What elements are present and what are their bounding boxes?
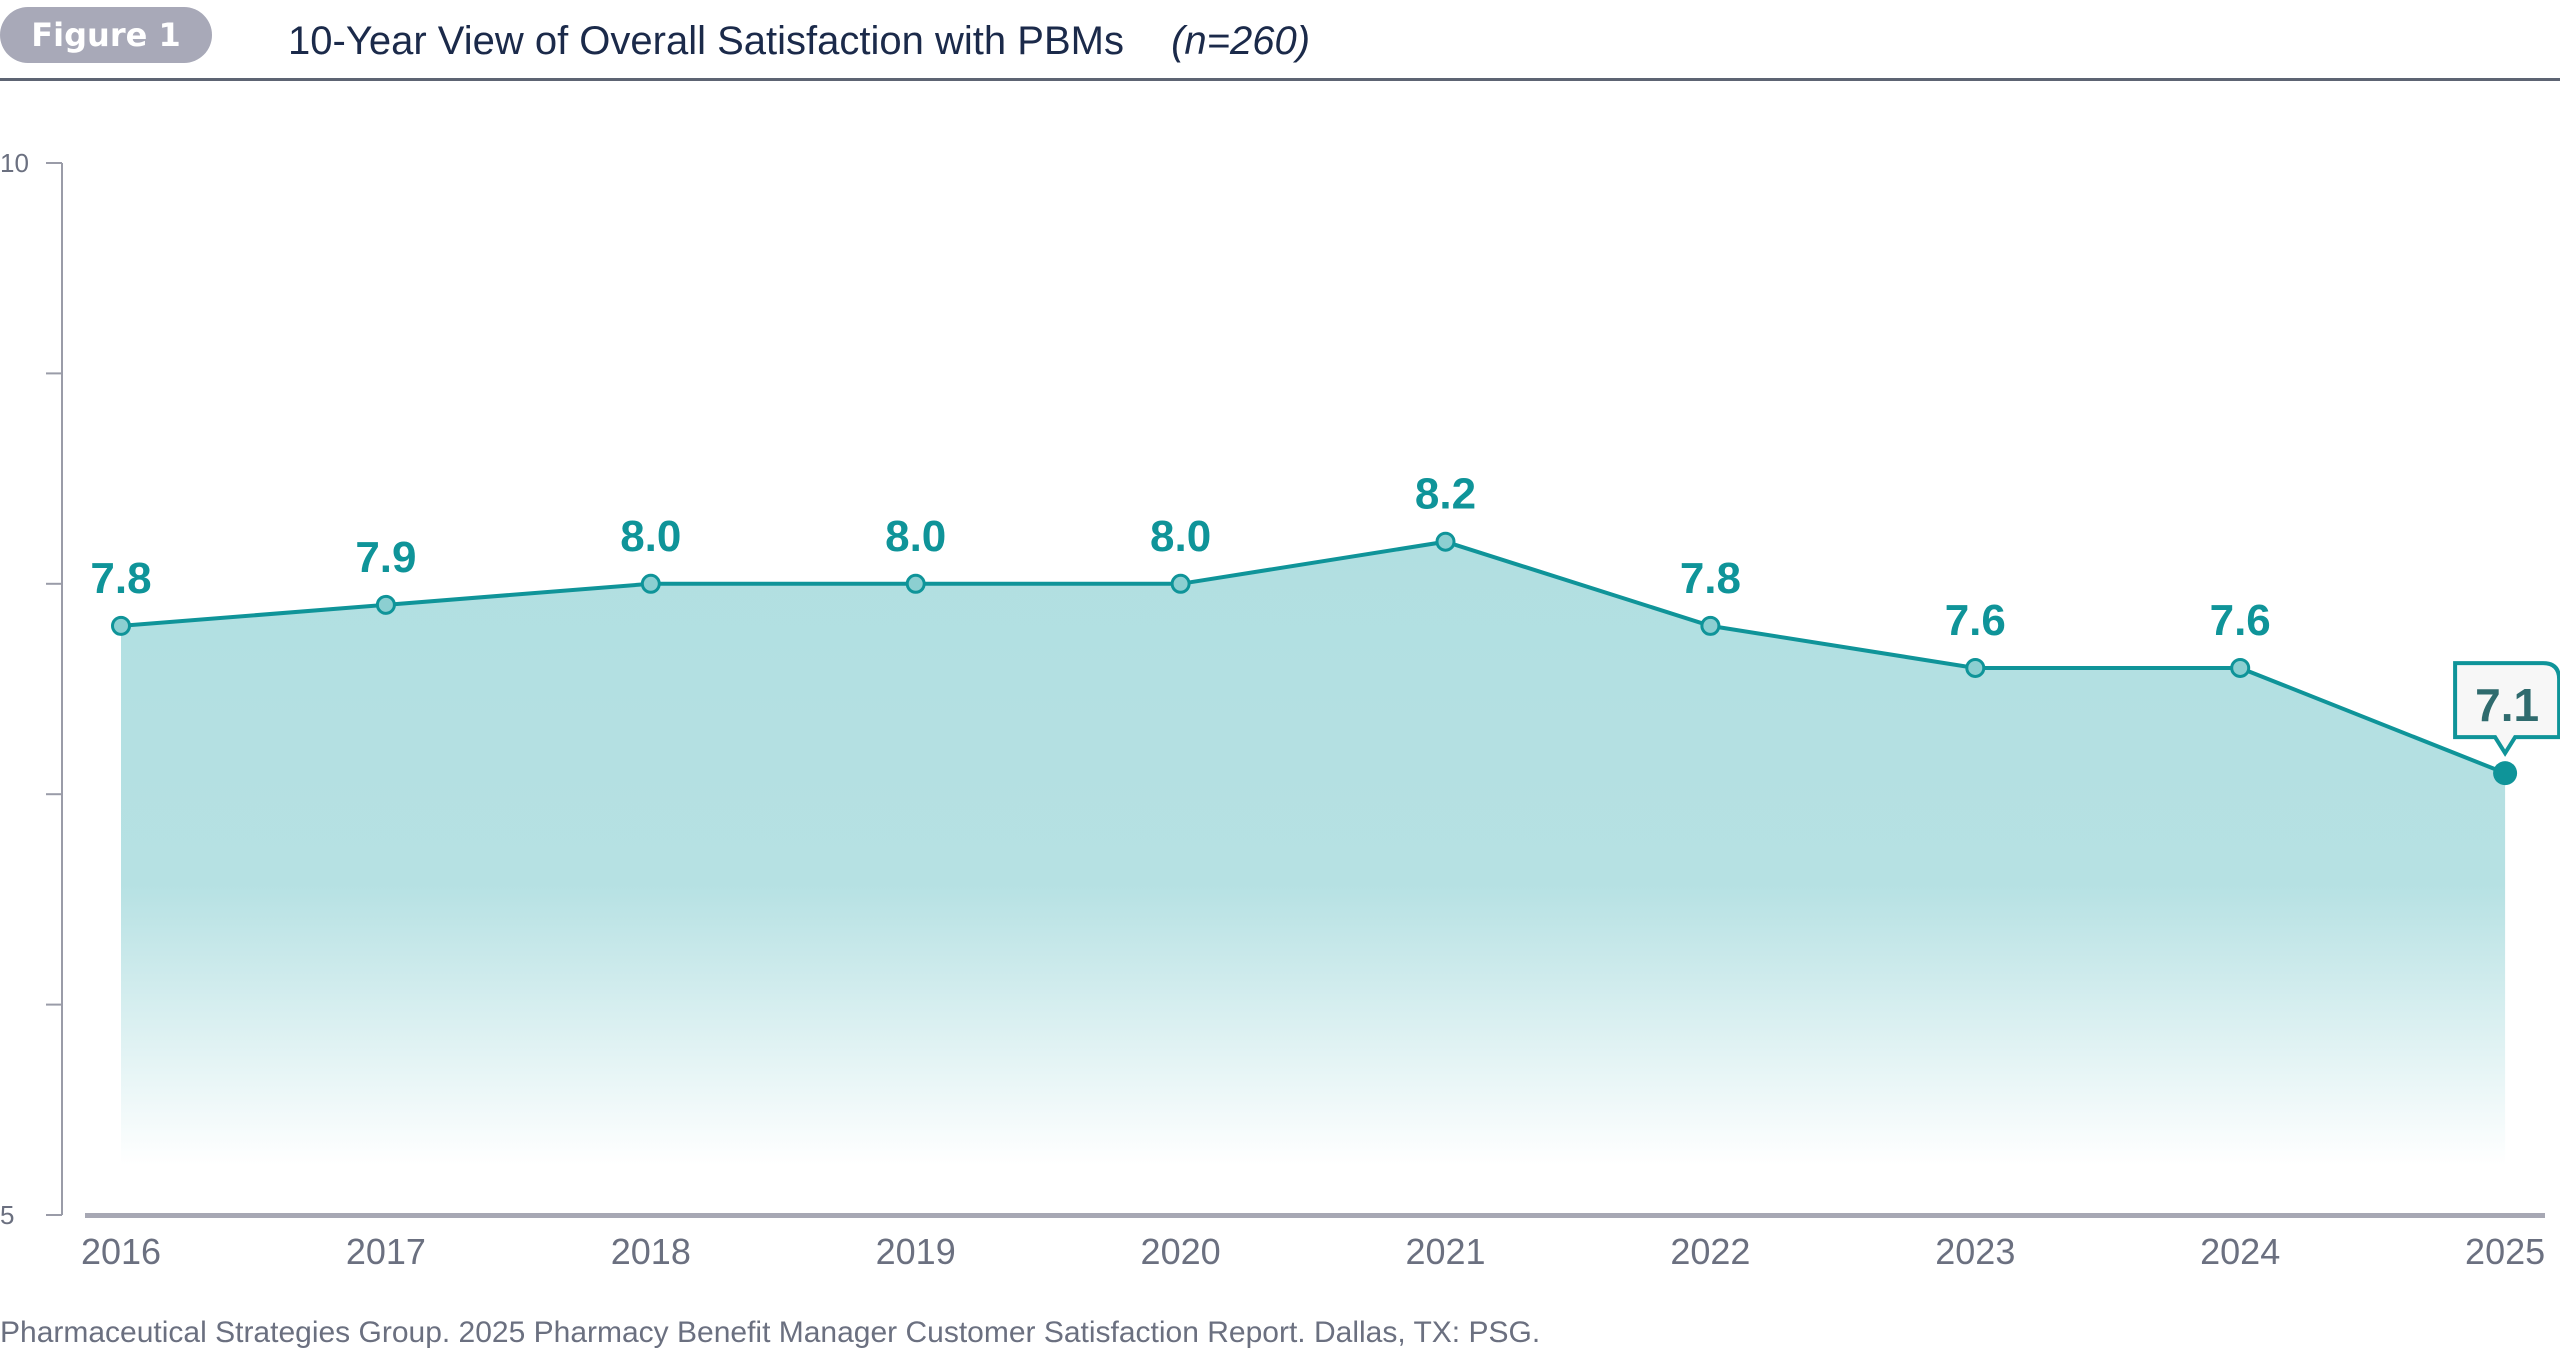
x-tick-label: 2018 <box>611 1231 691 1272</box>
series-line <box>120 539 2506 776</box>
x-tick-label: 2019 <box>876 1231 956 1272</box>
sample-size: (n=260) <box>1171 19 1310 63</box>
x-tick-label: 2025 <box>2465 1231 2545 1272</box>
data-marks: 7.8 7.9 8.0 8.0 8.0 8.2 7.8 7.6 7.6 7.1 <box>90 470 2560 786</box>
header-rule <box>0 78 2560 81</box>
x-tick-label: 2016 <box>81 1231 161 1272</box>
x-tick-label: 2023 <box>1935 1231 2015 1272</box>
data-label: 8.0 <box>885 512 946 561</box>
data-label: 7.6 <box>2210 596 2271 645</box>
data-point <box>1700 615 1721 636</box>
data-point <box>1170 573 1191 594</box>
title-text: 10-Year View of Overall Satisfaction wit… <box>288 19 1124 63</box>
x-tick-label: 2021 <box>1405 1231 1485 1272</box>
data-label: 8.2 <box>1415 470 1476 519</box>
callout-box <box>2453 661 2560 757</box>
y-tick-label: 5 <box>0 1200 14 1230</box>
data-point <box>111 615 131 636</box>
x-tick-label: 2022 <box>1670 1231 1750 1272</box>
data-label: 8.0 <box>1150 512 1211 561</box>
x-tick-label: 2024 <box>2200 1231 2280 1272</box>
data-point <box>2230 657 2251 678</box>
data-label: 7.1 <box>2475 679 2539 731</box>
y-tick-label: 10 <box>0 148 29 178</box>
data-label: 7.8 <box>1680 554 1741 603</box>
data-point <box>905 573 926 594</box>
data-label: 7.9 <box>355 533 416 582</box>
x-axis-labels: 2016 2017 2018 2019 2020 2021 2022 2023 2024 2025 <box>81 1231 2545 1272</box>
x-tick-label: 2017 <box>346 1231 426 1272</box>
figure-label: Figure 1 <box>31 16 180 54</box>
data-point <box>375 594 396 615</box>
figure-pill <box>0 7 212 63</box>
data-label: 8.0 <box>620 512 681 561</box>
x-axis-line <box>85 1213 2545 1218</box>
data-point <box>1435 531 1456 552</box>
y-axis: 5 10 <box>0 148 63 1230</box>
data-point-highlight <box>2493 761 2518 786</box>
x-tick-label: 2020 <box>1141 1231 1221 1272</box>
source-footer: Pharmaceutical Strategies Group. 2025 Ph… <box>0 1316 1540 1349</box>
data-point <box>1965 657 1986 678</box>
data-label: 7.8 <box>90 554 151 603</box>
chart-title: 10-Year View of Overall Satisfaction wit… <box>288 19 1310 63</box>
data-label: 7.6 <box>1945 596 2006 645</box>
area-fill <box>121 541 2506 1165</box>
data-point <box>640 573 661 594</box>
